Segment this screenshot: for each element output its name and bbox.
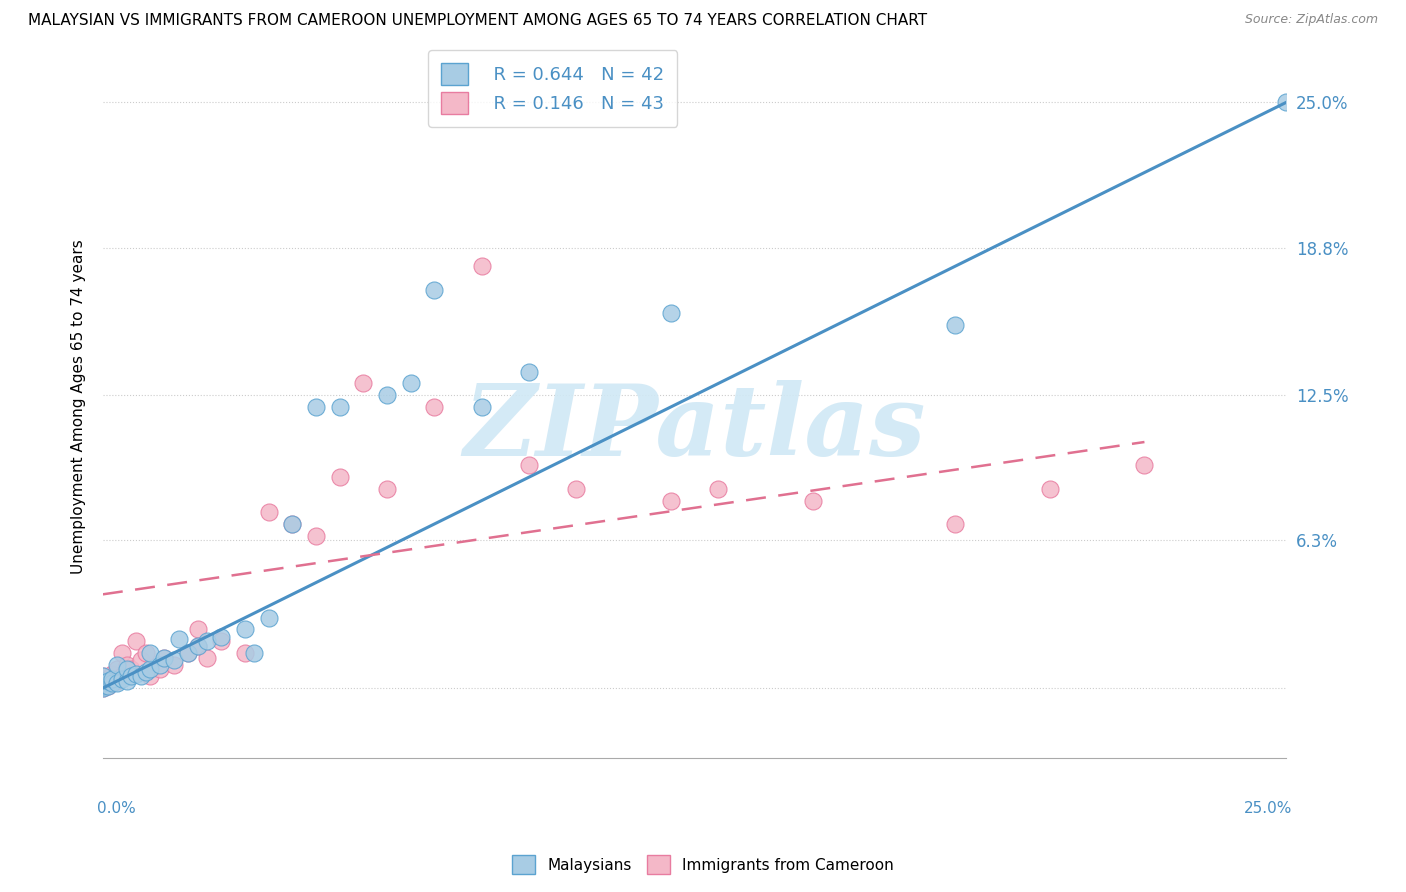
Point — [97, 679, 120, 693]
Point — [177, 646, 200, 660]
Point — [943, 318, 966, 332]
Point — [565, 482, 588, 496]
Text: 0.0%: 0.0% — [97, 800, 136, 815]
Point — [167, 632, 190, 646]
Point — [105, 657, 128, 672]
Point — [111, 646, 134, 660]
Point — [707, 482, 730, 496]
Point — [195, 650, 218, 665]
Point — [1039, 482, 1062, 496]
Point — [149, 657, 172, 672]
Point — [91, 669, 114, 683]
Point — [257, 611, 280, 625]
Point — [187, 639, 209, 653]
Point — [517, 458, 540, 473]
Point — [129, 669, 152, 683]
Point — [305, 529, 328, 543]
Point — [105, 676, 128, 690]
Point — [97, 679, 120, 693]
Point — [129, 653, 152, 667]
Point — [187, 623, 209, 637]
Point — [471, 400, 494, 414]
Point — [101, 676, 124, 690]
Point — [91, 681, 114, 695]
Point — [352, 376, 374, 391]
Point — [120, 669, 142, 683]
Point — [195, 634, 218, 648]
Point — [134, 646, 156, 660]
Point — [209, 630, 232, 644]
Point — [1133, 458, 1156, 473]
Text: ZIPatlas: ZIPatlas — [464, 380, 927, 476]
Point — [120, 662, 142, 676]
Point — [375, 482, 398, 496]
Point — [91, 673, 114, 688]
Point — [153, 650, 176, 665]
Point — [111, 669, 134, 683]
Point — [139, 662, 162, 676]
Point — [101, 667, 124, 681]
Point — [91, 669, 114, 683]
Legend: Malaysians, Immigrants from Cameroon: Malaysians, Immigrants from Cameroon — [506, 849, 900, 880]
Point — [209, 634, 232, 648]
Point — [149, 662, 172, 676]
Point — [139, 646, 162, 660]
Point — [115, 657, 138, 672]
Text: Source: ZipAtlas.com: Source: ZipAtlas.com — [1244, 13, 1378, 27]
Point — [801, 493, 824, 508]
Point — [257, 505, 280, 519]
Point — [105, 662, 128, 676]
Point — [101, 672, 124, 686]
Y-axis label: Unemployment Among Ages 65 to 74 years: Unemployment Among Ages 65 to 74 years — [72, 239, 86, 574]
Text: MALAYSIAN VS IMMIGRANTS FROM CAMEROON UNEMPLOYMENT AMONG AGES 65 TO 74 YEARS COR: MALAYSIAN VS IMMIGRANTS FROM CAMEROON UN… — [28, 13, 927, 29]
Point — [1275, 95, 1298, 110]
Point — [97, 672, 120, 686]
Point — [305, 400, 328, 414]
Point — [115, 662, 138, 676]
Point — [281, 516, 304, 531]
Point — [281, 516, 304, 531]
Point — [399, 376, 422, 391]
Point — [177, 646, 200, 660]
Point — [233, 646, 256, 660]
Point — [375, 388, 398, 402]
Point — [471, 260, 494, 274]
Point — [115, 673, 138, 688]
Point — [187, 639, 209, 653]
Point — [517, 365, 540, 379]
Point — [101, 676, 124, 690]
Point — [659, 306, 682, 320]
Point — [105, 673, 128, 688]
Text: 25.0%: 25.0% — [1244, 800, 1292, 815]
Point — [943, 516, 966, 531]
Point — [91, 679, 114, 693]
Point — [163, 653, 186, 667]
Point — [91, 676, 114, 690]
Point — [163, 657, 186, 672]
Point — [423, 283, 446, 297]
Point — [139, 669, 162, 683]
Point — [97, 673, 120, 688]
Point — [125, 667, 148, 681]
Legend:   R = 0.644   N = 42,   R = 0.146   N = 43: R = 0.644 N = 42, R = 0.146 N = 43 — [429, 50, 678, 127]
Point — [153, 650, 176, 665]
Point — [329, 470, 352, 484]
Point — [243, 646, 266, 660]
Point — [659, 493, 682, 508]
Point — [111, 672, 134, 686]
Point — [134, 665, 156, 679]
Point — [125, 634, 148, 648]
Point — [233, 623, 256, 637]
Point — [423, 400, 446, 414]
Point — [91, 681, 114, 695]
Point — [329, 400, 352, 414]
Point — [91, 673, 114, 688]
Point — [91, 676, 114, 690]
